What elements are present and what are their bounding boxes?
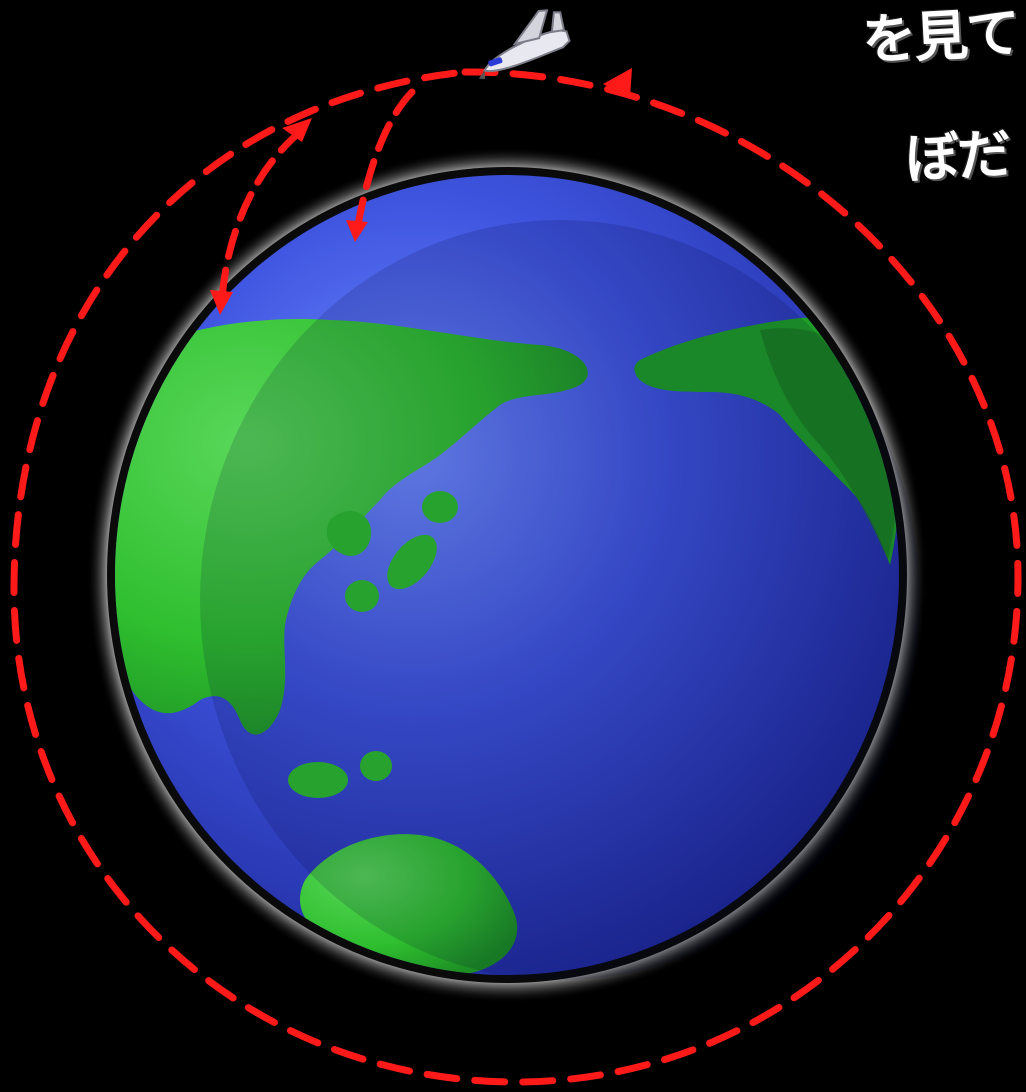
shuttle-wing (512, 9, 549, 46)
island-hokkaido (422, 491, 458, 523)
descent-arrow-inner-head (346, 220, 368, 242)
shuttle-window (488, 57, 503, 67)
island-kyushu (345, 580, 379, 612)
earth-globe (115, 175, 899, 975)
shuttle-body (483, 29, 571, 73)
shuttle-tail (550, 11, 566, 34)
dashed-orbit-path (10, 68, 1022, 1086)
earth-shade (200, 220, 920, 980)
orbit-direction-arrow (603, 68, 632, 98)
continent-korea (326, 510, 371, 556)
descent-arrow-outer-head (210, 290, 233, 315)
island-south-1 (288, 762, 348, 798)
descent-arrow-outer (218, 128, 304, 302)
island-honshu (387, 534, 437, 590)
caption-line-2: ぼだ (903, 122, 1011, 191)
descent-arrow-outer-tail (282, 118, 312, 142)
space-shuttle-icon (478, 9, 571, 79)
caption-line-1: を見て (860, 0, 1020, 73)
continent-australia (300, 834, 518, 975)
island-south-2 (360, 751, 392, 781)
shuttle-nose (478, 70, 486, 79)
descent-arrow-inner (354, 88, 416, 229)
